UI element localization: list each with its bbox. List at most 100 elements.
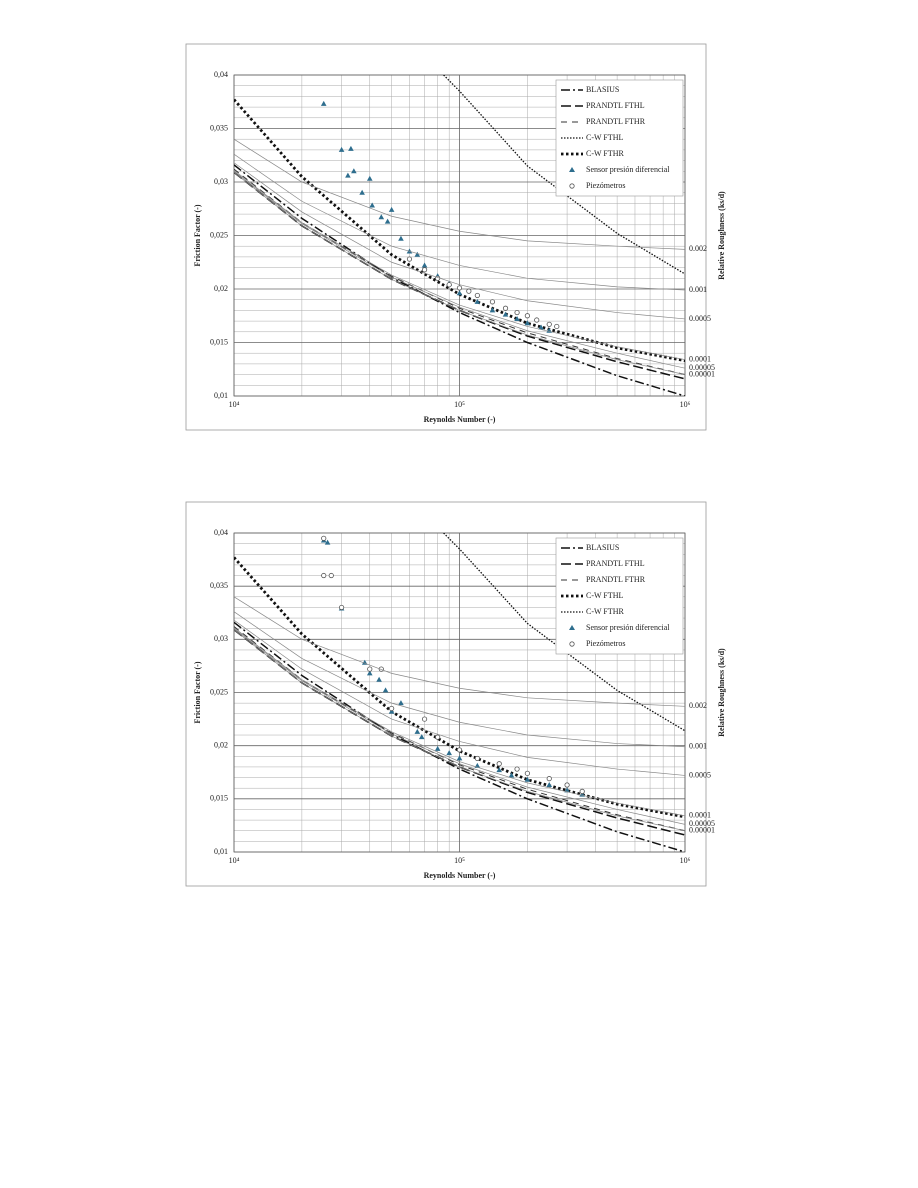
y-tick-label: 0,025 <box>210 230 228 239</box>
circle-marker <box>564 782 570 788</box>
triangle-marker <box>376 676 382 682</box>
roughness-label: 0.0005 <box>689 314 711 323</box>
x-tick-label: 10⁵ <box>454 856 465 865</box>
triangle-marker <box>398 700 404 706</box>
plot-border <box>233 532 686 853</box>
triangle-marker <box>369 202 375 208</box>
triangle-marker <box>502 311 509 317</box>
y-tick-label: 0,01 <box>214 391 228 400</box>
x-tick-label: 10⁵ <box>454 400 465 409</box>
triangle-marker <box>398 235 404 241</box>
triangle-marker <box>338 146 345 152</box>
roughness-label: 0.0005 <box>689 770 711 779</box>
triangle-marker <box>546 782 553 788</box>
y-tick-label: 0,02 <box>214 740 228 749</box>
circle-marker <box>367 666 373 672</box>
triangle-marker <box>418 734 425 740</box>
legend-label: PRANDTL FTHR <box>586 117 646 126</box>
y-axis-title: Friction Factor (-) <box>193 661 202 723</box>
y-tick-label: 0,015 <box>210 337 228 346</box>
curve <box>234 172 685 375</box>
y-tick-label: 0,03 <box>214 177 228 186</box>
circle-marker <box>338 604 345 611</box>
triangle-marker <box>366 175 373 181</box>
triangle-marker <box>446 750 452 756</box>
triangle-marker <box>456 755 463 761</box>
y-tick-label: 0,025 <box>210 687 228 696</box>
x-tick-label: 10⁴ <box>229 856 240 865</box>
roughness-label: 0.0001 <box>689 354 711 363</box>
triangle-marker <box>320 100 327 106</box>
circle-marker <box>546 321 552 327</box>
triangle-marker <box>382 687 389 693</box>
triangle-marker <box>456 290 463 296</box>
x-axis-title: Reynolds Number (-) <box>424 871 496 880</box>
triangle-marker <box>324 539 331 545</box>
x-tick-label: 10⁶ <box>680 400 691 409</box>
chart: 10⁴ 10⁵ 10⁶ 0,01 0,015 0,02 0,025 0,03 0,035 0,04… <box>185 501 726 887</box>
roughness-label: 0.00005 <box>689 363 715 372</box>
curve <box>234 168 685 376</box>
roughness-label: 0.002 <box>689 244 707 253</box>
circle-marker <box>546 776 552 782</box>
legend-label: C-W FTHL <box>586 591 624 600</box>
triangle-marker <box>359 189 365 195</box>
legend-label: C-W FTHR <box>586 607 625 616</box>
triangle-marker <box>351 168 357 174</box>
y-tick-label: 0,035 <box>210 581 228 590</box>
legend-label: Sensor presión diferencial <box>586 165 670 174</box>
circle-marker <box>456 285 463 291</box>
triangle-marker <box>414 728 421 734</box>
circle-marker <box>435 734 441 740</box>
legend-label: BLASIUS <box>586 543 619 552</box>
circle-marker <box>524 770 530 776</box>
triangle-marker <box>508 772 515 778</box>
triangle-marker <box>388 708 395 714</box>
legend-label: PRANDTL FTHL <box>586 101 645 110</box>
y2-axis-title: Relative Roughness (ks/d) <box>717 191 726 280</box>
curve <box>234 628 685 825</box>
triangle-marker <box>345 172 351 178</box>
y-tick-label: 0,04 <box>214 70 228 79</box>
legend-label: BLASIUS <box>586 85 619 94</box>
circle-marker <box>474 292 480 299</box>
circle-marker <box>514 309 520 316</box>
curve <box>234 629 685 832</box>
x-axis-title: Reynolds Number (-) <box>424 415 496 424</box>
triangle-marker <box>366 670 373 676</box>
curve <box>234 153 685 291</box>
circle-marker <box>502 305 509 311</box>
curve <box>443 533 685 732</box>
plot-area <box>234 533 685 852</box>
circle-marker <box>421 716 428 722</box>
legend-label: Sensor presión diferencial <box>586 623 670 632</box>
curve <box>234 626 685 832</box>
triangle-marker <box>514 315 520 321</box>
roughness-label: 0.002 <box>689 701 707 710</box>
circle-marker <box>524 313 530 319</box>
curve <box>234 169 685 360</box>
curve <box>234 171 685 369</box>
curve <box>234 164 685 396</box>
curve <box>234 621 685 852</box>
roughness-label: 0.00001 <box>689 826 715 835</box>
triangle-marker <box>474 298 481 304</box>
circle-marker <box>466 288 472 294</box>
triangle-marker <box>538 324 544 330</box>
legend-label: Piezómetros <box>586 639 626 648</box>
triangle-marker <box>388 206 395 212</box>
curve <box>234 596 685 707</box>
plot-area <box>234 75 685 396</box>
y-tick-label: 0,015 <box>210 794 228 803</box>
legend-swatch <box>569 641 575 647</box>
triangle-marker <box>434 745 441 751</box>
circle-marker <box>321 572 327 579</box>
x-tick-label: 10⁴ <box>229 400 240 409</box>
legend-swatch <box>569 183 575 189</box>
plot-border <box>233 74 686 397</box>
roughness-label: 0.001 <box>689 742 707 751</box>
triangle-marker <box>489 307 496 313</box>
chart: 10⁴ 10⁵ 10⁶ 0,01 0,015 0,02 0,025 0,03 0,035 0,04… <box>185 43 726 431</box>
legend-label: Piezómetros <box>586 181 626 190</box>
